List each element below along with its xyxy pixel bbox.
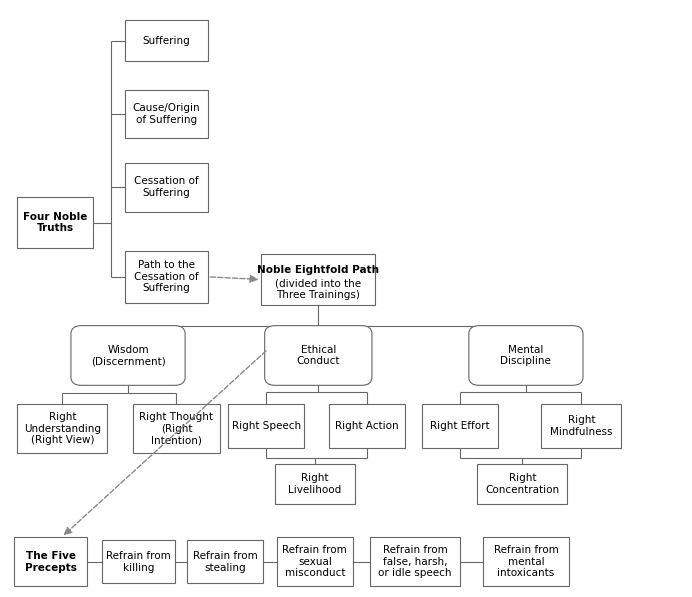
FancyBboxPatch shape [370,537,460,586]
FancyBboxPatch shape [275,464,355,504]
Text: The Five
Precepts: The Five Precepts [25,551,76,573]
Text: Noble Eightfold Path: Noble Eightfold Path [257,264,379,275]
FancyBboxPatch shape [17,404,107,453]
Text: Right Effort: Right Effort [430,421,490,431]
FancyBboxPatch shape [262,254,375,305]
FancyBboxPatch shape [14,537,87,586]
Text: (divided into the
Three Trainings): (divided into the Three Trainings) [275,278,361,300]
FancyBboxPatch shape [125,163,208,212]
FancyBboxPatch shape [125,20,208,61]
Text: Cessation of
Suffering: Cessation of Suffering [134,177,199,198]
FancyBboxPatch shape [133,404,220,453]
Text: Suffering: Suffering [142,36,190,46]
Text: Right Action: Right Action [335,421,399,431]
FancyBboxPatch shape [125,251,208,303]
FancyBboxPatch shape [102,540,174,583]
Text: Ethical
Conduct: Ethical Conduct [297,344,340,367]
Text: Path to the
Cessation of
Suffering: Path to the Cessation of Suffering [134,260,199,293]
Text: Cause/Origin
of Suffering: Cause/Origin of Suffering [132,103,200,125]
Text: Refrain from
mental
intoxicants: Refrain from mental intoxicants [493,545,558,578]
FancyBboxPatch shape [125,90,208,139]
Text: Right
Concentration: Right Concentration [485,473,560,495]
FancyBboxPatch shape [17,197,93,248]
Text: Refrain from
killing: Refrain from killing [106,551,171,573]
Text: Mental
Discipline: Mental Discipline [500,344,552,367]
Text: Right Thought
(Right
Intention): Right Thought (Right Intention) [140,412,213,445]
FancyBboxPatch shape [277,537,353,586]
Text: Refrain from
stealing: Refrain from stealing [192,551,257,573]
FancyBboxPatch shape [264,325,372,385]
FancyBboxPatch shape [469,325,583,385]
Text: Refrain from
false, harsh,
or idle speech: Refrain from false, harsh, or idle speec… [379,545,452,578]
FancyBboxPatch shape [187,540,263,583]
Text: Right
Understanding
(Right View): Right Understanding (Right View) [24,412,101,445]
Text: Right
Livelihood: Right Livelihood [289,473,341,495]
FancyBboxPatch shape [541,404,621,448]
Text: Four Noble
Truths: Four Noble Truths [23,212,88,233]
FancyBboxPatch shape [483,537,569,586]
FancyBboxPatch shape [71,325,185,385]
Text: Wisdom
(Discernment): Wisdom (Discernment) [91,344,165,367]
FancyBboxPatch shape [329,404,405,448]
Text: Right Speech: Right Speech [232,421,301,431]
Text: Refrain from
sexual
misconduct: Refrain from sexual misconduct [282,545,347,578]
FancyBboxPatch shape [422,404,498,448]
FancyBboxPatch shape [477,464,567,504]
FancyBboxPatch shape [228,404,304,448]
Text: Right
Mindfulness: Right Mindfulness [550,416,612,437]
